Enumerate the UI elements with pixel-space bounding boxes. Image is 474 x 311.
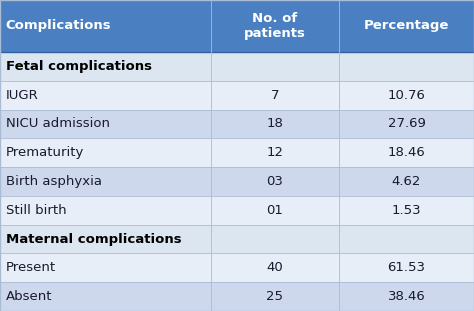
Text: Complications: Complications (6, 20, 111, 33)
Bar (0, 167, 474, 196)
Text: 01: 01 (266, 204, 283, 217)
Bar (0, 52, 474, 81)
Bar (0, 0, 474, 52)
Bar (0, 138, 474, 167)
Text: 10.76: 10.76 (388, 89, 425, 102)
Bar (0, 282, 474, 311)
Text: 61.53: 61.53 (387, 261, 426, 274)
Text: IUGR: IUGR (6, 89, 38, 102)
Text: Absent: Absent (6, 290, 52, 303)
Text: Still birth: Still birth (6, 204, 66, 217)
Text: 03: 03 (266, 175, 283, 188)
Text: Prematurity: Prematurity (6, 146, 84, 159)
Bar (0, 81, 474, 109)
Text: 27.69: 27.69 (388, 118, 425, 130)
Text: Fetal complications: Fetal complications (6, 60, 152, 73)
Text: 1.53: 1.53 (392, 204, 421, 217)
Text: Birth asphyxia: Birth asphyxia (6, 175, 102, 188)
Text: 40: 40 (266, 261, 283, 274)
Text: 25: 25 (266, 290, 283, 303)
Text: 4.62: 4.62 (392, 175, 421, 188)
Text: 18: 18 (266, 118, 283, 130)
Bar (0, 109, 474, 138)
Bar (0, 253, 474, 282)
Bar (0, 225, 474, 253)
Text: Maternal complications: Maternal complications (6, 233, 182, 246)
Bar (0, 196, 474, 225)
Text: 12: 12 (266, 146, 283, 159)
Text: Percentage: Percentage (364, 20, 449, 33)
Text: 18.46: 18.46 (388, 146, 425, 159)
Text: 38.46: 38.46 (388, 290, 425, 303)
Text: No. of
patients: No. of patients (244, 12, 306, 40)
Text: NICU admission: NICU admission (6, 118, 109, 130)
Text: 7: 7 (271, 89, 279, 102)
Text: Present: Present (6, 261, 56, 274)
